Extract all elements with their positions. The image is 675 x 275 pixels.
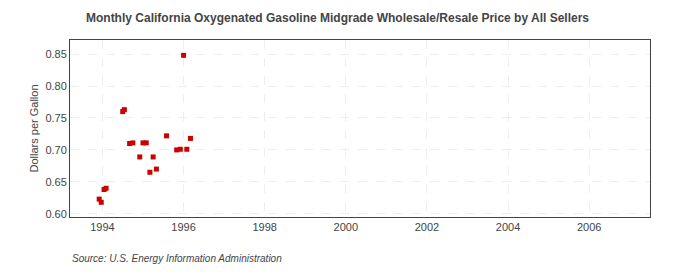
svg-text:2000: 2000	[334, 221, 358, 233]
svg-text:1998: 1998	[252, 221, 276, 233]
svg-text:0.80: 0.80	[45, 80, 66, 92]
svg-text:0.75: 0.75	[45, 112, 66, 124]
svg-text:Source: U.S. Energy Informatio: Source: U.S. Energy Information Administ…	[72, 253, 282, 264]
svg-text:2006: 2006	[577, 221, 601, 233]
svg-text:0.65: 0.65	[45, 176, 66, 188]
svg-text:0.70: 0.70	[45, 144, 66, 156]
svg-text:1996: 1996	[171, 221, 195, 233]
svg-text:Dollars per Gallon: Dollars per Gallon	[28, 84, 40, 172]
svg-text:2004: 2004	[496, 221, 520, 233]
svg-text:1994: 1994	[90, 221, 114, 233]
svg-text:2002: 2002	[415, 221, 439, 233]
svg-text:Monthly California Oxygenated: Monthly California Oxygenated Gasoline M…	[86, 11, 589, 25]
svg-text:0.85: 0.85	[45, 48, 66, 60]
svg-text:0.60: 0.60	[45, 208, 66, 220]
